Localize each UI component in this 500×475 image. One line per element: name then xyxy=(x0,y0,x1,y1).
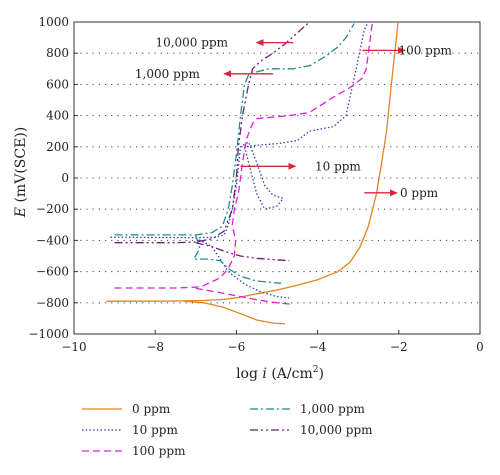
y-tick-label: 800 xyxy=(46,46,69,60)
x-axis-label: log i (A/cm2) xyxy=(236,365,324,382)
series-line xyxy=(114,23,355,236)
series-cathodic-branch xyxy=(195,287,294,306)
series-cathodic-branch xyxy=(195,242,290,262)
series-5 xyxy=(114,21,310,262)
legend-label: 10 ppm xyxy=(132,423,178,437)
series-cathodic-branch xyxy=(183,300,286,325)
y-tick-label: 400 xyxy=(46,109,69,123)
y-axis-label: E (mV(SCE)) xyxy=(13,127,29,218)
legend-label: 100 ppm xyxy=(132,444,186,458)
y-tick-label: 0 xyxy=(61,171,69,185)
annotations: 10,000 ppm 1,000 ppm 100 ppm 10 ppm 0 ppm xyxy=(135,36,453,200)
annotation-label: 10,000 ppm xyxy=(155,36,228,50)
legend-label: 1,000 ppm xyxy=(300,402,366,416)
y-axis-label-unit: (mV(SCE)) xyxy=(13,127,29,207)
x-tick-label: −6 xyxy=(228,340,246,354)
series-4 xyxy=(114,23,355,284)
x-tick-label: 0 xyxy=(476,340,484,354)
y-tick-label: −800 xyxy=(36,296,69,310)
annotation-label: 1,000 ppm xyxy=(135,67,201,81)
x-tick-label: −10 xyxy=(61,340,86,354)
y-axis-label-var: E xyxy=(13,207,29,218)
curves xyxy=(106,21,399,325)
annotation-label: 0 ppm xyxy=(400,186,439,200)
y-tick-label: 1000 xyxy=(38,15,69,29)
y-tick-label: −1000 xyxy=(28,327,69,341)
annotation-label: 100 ppm xyxy=(398,43,452,57)
series-2 xyxy=(110,21,369,299)
series-3 xyxy=(114,21,374,306)
y-tick-label: −600 xyxy=(36,265,69,279)
x-axis-label-unit: (A/cm xyxy=(267,366,313,382)
series-line xyxy=(110,21,369,239)
x-axis-label-main: log xyxy=(236,366,262,382)
series-cathodic-branch xyxy=(193,235,282,284)
x-tick-label: −8 xyxy=(146,340,164,354)
y-tick-label: −400 xyxy=(36,233,69,247)
series-cathodic-branch xyxy=(195,237,290,299)
series-line xyxy=(114,21,374,289)
y-tick-label: 600 xyxy=(46,77,69,91)
series-line xyxy=(106,21,399,302)
grid-lines xyxy=(74,52,480,304)
y-tick-label: 200 xyxy=(46,140,69,154)
axis-ticks: −1000 −800 −600 −400 −200 0 200 400 600 800 1000 −1… xyxy=(28,15,483,354)
annotation-label: 10 ppm xyxy=(315,159,361,173)
x-axis-label-sup: 2 xyxy=(313,365,319,375)
series-1 xyxy=(106,21,399,325)
x-tick-label: −4 xyxy=(309,340,327,354)
legend-label: 10,000 ppm xyxy=(300,423,373,437)
series-line xyxy=(114,21,310,244)
legend: 0 ppm 10 ppm 100 ppm 1,000 ppm 10,000 ppm xyxy=(82,402,373,458)
x-axis-label-close: ) xyxy=(318,366,323,382)
x-tick-label: −2 xyxy=(390,340,408,354)
x-axis-label-var: i xyxy=(262,366,266,382)
y-tick-label: −200 xyxy=(36,202,69,216)
legend-label: 0 ppm xyxy=(132,402,171,416)
